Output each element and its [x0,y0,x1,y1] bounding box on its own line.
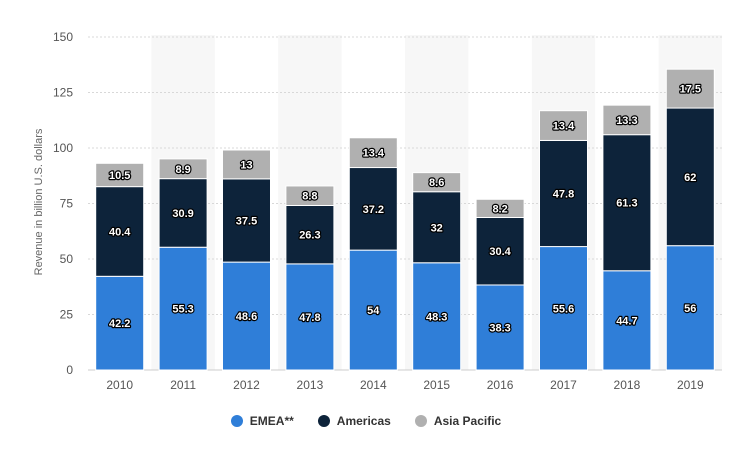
bar-segment [665,68,715,109]
bar-segment [539,139,588,248]
bar-segment [95,186,145,277]
data-label: 37.2 [363,204,384,216]
data-label: 38.3 [489,322,510,334]
bar-segment [158,158,208,180]
data-label: 32 [431,222,443,234]
y-tick-label: 50 [60,252,74,266]
x-axis-ticks: 2010 2011 2012 2013 2014 2015 2016 2017 2018 2019 [106,378,704,392]
bar-segment [348,137,398,169]
bar-segment [222,149,271,180]
x-tick-label: 2013 [297,378,324,392]
data-label: 42.2 [109,318,130,330]
y-tick-label: 0 [66,363,73,377]
data-label: 13.4 [363,148,385,160]
bar-segment [285,185,335,206]
data-label: 48.3 [426,311,447,323]
x-tick-label: 2011 [170,378,196,392]
bar-segment [602,134,652,272]
data-label: 40.4 [109,226,131,238]
data-label: 13.3 [616,115,637,127]
legend-item[interactable]: Asia Pacific [414,414,502,428]
data-label: 8.2 [492,203,507,215]
bar-segment [95,162,145,188]
bar-segment [412,172,462,193]
bar-segment [412,191,462,264]
data-label: 13.4 [553,121,575,133]
data-label: 62 [684,172,696,184]
data-label: 55.3 [172,304,193,316]
y-tick-label: 25 [60,308,74,322]
data-label: 37.5 [236,215,257,227]
y-tick-label: 75 [60,197,74,211]
data-label: 13 [240,159,252,171]
x-tick-label: 2017 [550,378,577,392]
legend-label: EMEA** [249,414,294,428]
data-label: 44.7 [616,315,637,327]
x-tick-label: 2012 [233,378,260,392]
data-label: 47.8 [553,189,574,201]
data-label: 8.6 [429,177,444,189]
data-label: 48.6 [236,311,257,323]
legend-marker-icon [230,415,243,427]
bar-segment [475,198,525,218]
bar-segment [665,245,715,371]
bar-segment [602,104,652,136]
bar-segment [539,110,588,141]
legend-marker-icon [317,415,330,427]
data-label: 55.6 [553,303,574,315]
bar-segment [348,167,398,251]
x-tick-label: 2019 [677,378,704,392]
legend-item[interactable]: EMEA** [230,414,294,428]
y-tick-label: 100 [53,141,73,155]
bar-segment [285,263,335,371]
data-label: 30.4 [489,246,511,258]
bars [95,68,715,371]
data-label: 17.5 [680,84,701,96]
bar-segment [665,107,715,247]
data-label: 30.9 [172,208,193,220]
bar-segment [285,204,335,265]
bar-segment [348,249,398,371]
data-label: 54 [367,305,380,317]
y-tick-label: 150 [53,30,73,44]
legend-label: Americas [336,414,391,428]
legend-item[interactable]: Americas [317,414,391,428]
bar-segment [475,284,525,371]
data-label: 61.3 [616,198,637,210]
bar-segment [158,178,208,248]
x-tick-label: 2016 [487,378,514,392]
data-label: 8.9 [175,164,190,176]
data-label: 47.8 [299,312,320,324]
legend: EMEA** Americas Asia Pacific [0,414,732,428]
data-label: 8.8 [302,191,317,203]
bar-segment [222,178,271,263]
x-tick-label: 2015 [423,378,450,392]
x-tick-label: 2018 [614,378,641,392]
x-tick-label: 2010 [106,378,133,392]
bar-segment [222,261,271,371]
legend-marker-icon [414,415,427,427]
x-tick-label: 2014 [360,378,387,392]
data-label: 56 [684,303,696,315]
data-label: 26.3 [299,230,320,242]
y-axis-ticks: 0 25 50 75 100 125 150 [53,30,73,377]
y-tick-label: 125 [53,86,73,100]
bar-segment [412,262,462,371]
bar-segment [158,246,208,371]
data-labels: 42.2 40.4 10.5 55.3 30.9 8.9 48.6 37.5 13 47.8 26.… [108,82,702,335]
bar-segment [539,246,588,371]
bar-segment [95,275,145,371]
y-axis-title: Revenue in billion U.S. dollars [33,128,45,275]
legend-label: Asia Pacific [433,414,502,428]
data-label: 10.5 [109,170,130,182]
